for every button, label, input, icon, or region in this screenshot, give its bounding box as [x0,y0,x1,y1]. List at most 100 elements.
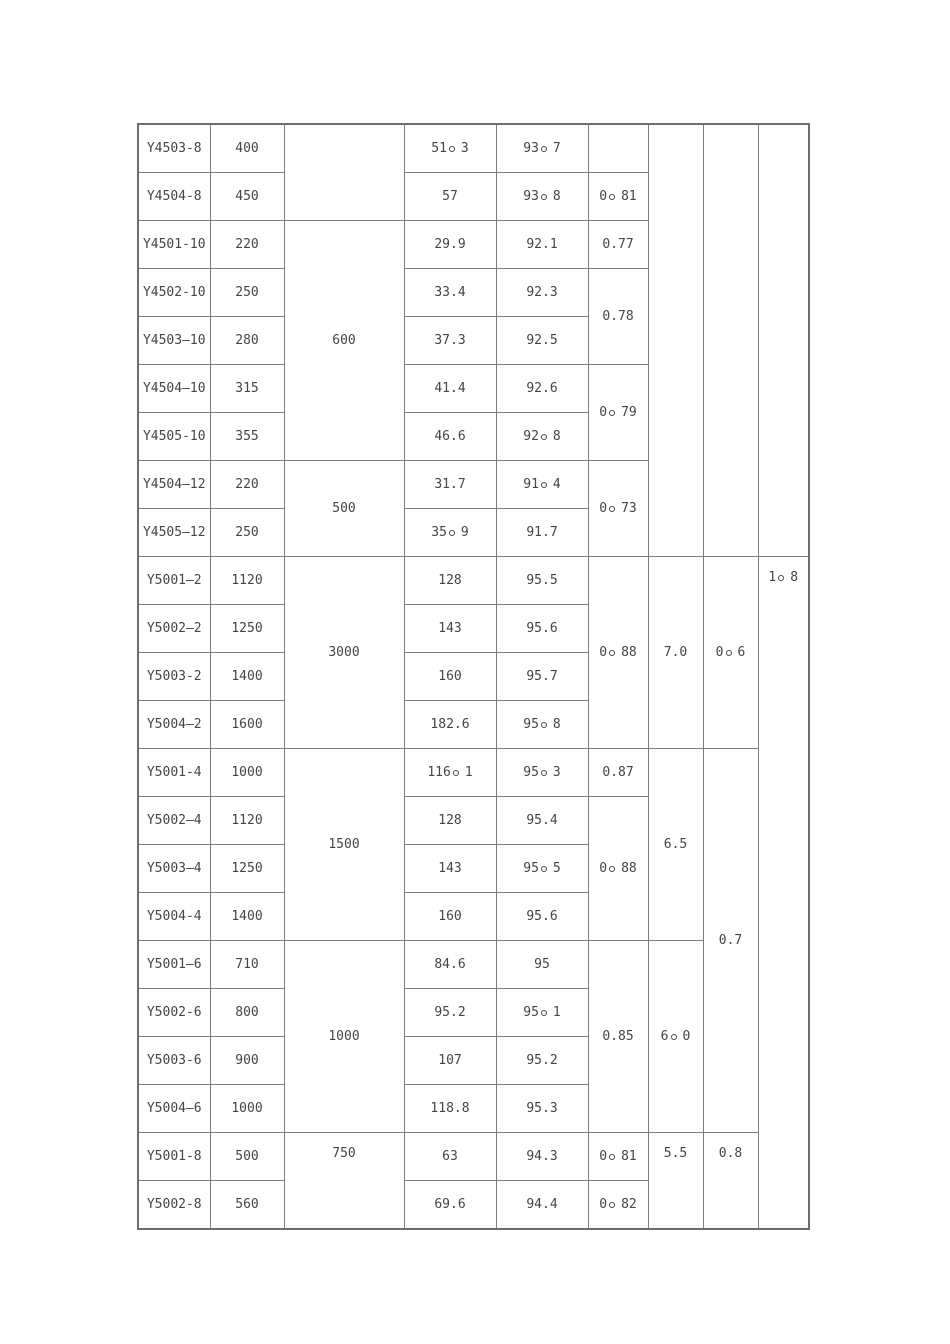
cell-current: 116 1 [403,748,497,797]
cell-model: Y5001—6 [137,940,211,989]
cell-current: 69.6 [403,1180,497,1230]
cell-power: 1120 [209,796,285,845]
cell-power-factor: 0.87 [587,748,649,797]
cell-model: Y4504—10 [137,364,211,413]
table-row: Y4503—10 280 37.3 92.5 [137,316,809,365]
cell-current: 37.3 [403,316,497,365]
table-row: Y5002-6 800 95.2 95 1 [137,988,809,1037]
cell-power-factor: 0.77 [587,220,649,269]
cell-efficiency: 91.7 [495,508,589,557]
cell-model: Y5002—2 [137,604,211,653]
cell-model: Y4504-8 [137,172,211,221]
cell-power: 315 [209,364,285,413]
cell-current: 29.9 [403,220,497,269]
cell-model: Y5004—2 [137,700,211,749]
cell-efficiency: 95 8 [495,700,589,749]
cell-power: 1000 [209,1084,285,1133]
cell-model: Y5002-8 [137,1180,211,1230]
cell-power: 1600 [209,700,285,749]
cell-power: 1120 [209,556,285,605]
cell-power-factor: 0 81 [587,1132,649,1181]
cell-current: 128 [403,556,497,605]
cell-power-factor [587,123,649,173]
cell-current: 143 [403,604,497,653]
cell-efficiency: 95.7 [495,652,589,701]
cell-model: Y4505-10 [137,412,211,461]
cell-speed: 600 [283,220,405,461]
table-row: Y5002-8 560 69.6 94.4 0 82 [137,1180,809,1230]
cell-power: 355 [209,412,285,461]
table-row: Y4504—12 220 500 31.7 91 4 0 73 [137,460,809,557]
cell-power: 280 [209,316,285,365]
table-row: Y4505—12 250 35 9 91.7 [137,508,809,557]
cell-power-factor: 0 81 [587,172,649,221]
cell-ratio1: 5.5 [647,1132,704,1230]
cell-current: 46.6 [403,412,497,461]
cell-current: 107 [403,1036,497,1085]
cell-current: 51 3 [403,123,497,173]
cell-model: Y4501-10 [137,220,211,269]
cell-efficiency: 93 7 [495,123,589,173]
cell-current: 160 [403,652,497,701]
cell-speed [283,123,405,221]
cell-model: Y5002-6 [137,988,211,1037]
cell-efficiency: 95.2 [495,1036,589,1085]
cell-power-factor: 0.85 [587,940,649,1133]
table-row: Y4504-8 450 57 93 8 0 81 [137,172,809,221]
cell-ratio3 [757,123,810,557]
cell-ratio2 [702,123,759,557]
cell-ratio1 [647,123,704,557]
cell-current: 84.6 [403,940,497,989]
cell-power-factor: 0 73 [587,460,649,557]
cell-ratio1: 6.5 [647,748,704,941]
cell-efficiency: 92.6 [495,364,589,413]
cell-model: Y5002—4 [137,796,211,845]
cell-power: 1250 [209,844,285,893]
cell-efficiency: 95 3 [495,748,589,797]
cell-current: 160 [403,892,497,941]
cell-power: 250 [209,508,285,557]
cell-model: Y5003—4 [137,844,211,893]
cell-current: 33.4 [403,268,497,317]
cell-power: 400 [209,123,285,173]
cell-model: Y5001-4 [137,748,211,797]
cell-ratio1: 7.0 [647,556,704,749]
cell-current: 143 [403,844,497,893]
cell-ratio2: 0.8 [702,1132,759,1230]
cell-power: 1400 [209,652,285,701]
table-row: Y4503-8 400 51 3 93 7 [137,123,810,557]
table-row: Y4505-10 355 46.6 92 8 [137,412,809,461]
cell-efficiency: 94.3 [495,1132,589,1181]
cell-power: 1250 [209,604,285,653]
cell-power-factor: 0.78 [587,268,649,365]
table-row: Y5003—4 1250 143 95 5 [137,844,809,893]
cell-power: 220 [209,460,285,509]
cell-efficiency: 92.3 [495,268,589,317]
cell-power: 250 [209,268,285,317]
cell-model: Y5003-6 [137,1036,211,1085]
table-row: Y5002—4 1120 128 95.4 0 88 [137,796,809,941]
cell-efficiency: 95.6 [495,604,589,653]
cell-model: Y4502-10 [137,268,211,317]
cell-model: Y4504—12 [137,460,211,509]
cell-power-factor: 0 88 [587,556,649,749]
cell-power: 800 [209,988,285,1037]
cell-model: Y5003-2 [137,652,211,701]
table-row: Y5002—2 1250 143 95.6 [137,604,809,653]
table-row: Y5004—6 1000 118.8 95.3 [137,1084,809,1133]
cell-current: 35 9 [403,508,497,557]
cell-efficiency: 93 8 [495,172,589,221]
cell-efficiency: 95.5 [495,556,589,605]
cell-model: Y4503—10 [137,316,211,365]
cell-model: Y5001-8 [137,1132,211,1181]
cell-efficiency: 92.1 [495,220,589,269]
cell-power-factor: 0 79 [587,364,649,461]
cell-power: 560 [209,1180,285,1230]
cell-power: 1400 [209,892,285,941]
cell-power-factor: 0 82 [587,1180,649,1230]
cell-efficiency: 91 4 [495,460,589,509]
table-row: Y5003-6 900 107 95.2 [137,1036,809,1085]
